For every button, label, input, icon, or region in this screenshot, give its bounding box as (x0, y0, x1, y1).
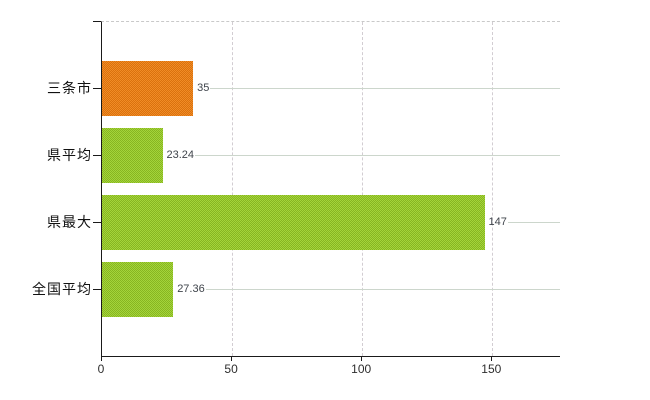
y-axis-tick (93, 289, 101, 290)
chart-row: 147 (102, 195, 560, 250)
v-gridline-100 (362, 22, 364, 356)
value-label: 35 (197, 82, 210, 94)
v-gridline-50 (232, 22, 234, 356)
plot-area: 35 23.24 147 27.36 (101, 21, 560, 357)
category-label-sanjo-city: 三条市 (47, 80, 92, 96)
row-center-line (205, 289, 560, 290)
x-axis-tick (231, 356, 233, 361)
bar-prefecture-max (102, 195, 485, 250)
bar-national-average (102, 262, 174, 317)
x-axis-tick (101, 356, 102, 361)
category-label-national-average: 全国平均 (32, 281, 92, 297)
v-gridline-150 (492, 22, 494, 356)
value-label: 147 (488, 216, 507, 228)
y-axis-top-tick (93, 21, 101, 22)
y-axis-tick (93, 88, 101, 89)
y-axis-tick (93, 155, 101, 156)
chart-row: 35 (102, 61, 560, 116)
x-axis-tick (491, 356, 493, 361)
x-tick-label: 0 (97, 362, 105, 376)
bar-sanjo-city (102, 61, 194, 116)
x-tick-label: 100 (351, 362, 372, 376)
chart-row: 27.36 (102, 262, 560, 317)
row-center-line (210, 88, 560, 89)
x-axis-tick (361, 356, 363, 361)
value-label: 23.24 (166, 149, 195, 161)
row-center-line (507, 222, 560, 223)
category-label-prefecture-max: 県最大 (47, 214, 92, 230)
chart-row: 23.24 (102, 128, 560, 183)
x-tick-label: 50 (224, 362, 238, 376)
bar-prefecture-average (102, 128, 163, 183)
row-center-line (195, 155, 560, 156)
value-label: 27.36 (177, 283, 205, 295)
category-label-prefecture-average: 県平均 (47, 147, 92, 163)
y-axis-tick (93, 222, 101, 223)
x-tick-label: 150 (481, 362, 502, 376)
